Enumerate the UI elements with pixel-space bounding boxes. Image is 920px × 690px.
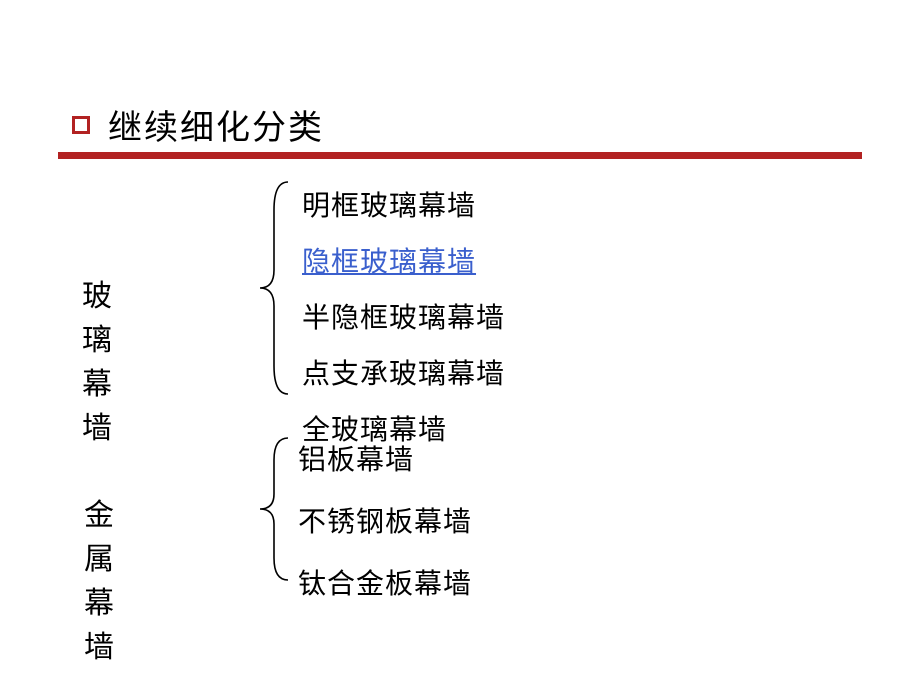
list-item: 明框玻璃幕墙 bbox=[302, 184, 505, 224]
category-label-metal: 金属幕墙 bbox=[84, 490, 115, 666]
title-divider bbox=[58, 152, 862, 159]
list-item-link[interactable]: 隐框玻璃幕墙 bbox=[302, 240, 505, 280]
list-item: 钛合金板幕墙 bbox=[298, 562, 472, 602]
item-list-glass: 明框玻璃幕墙 隐框玻璃幕墙 半隐框玻璃幕墙 点支承玻璃幕墙 全玻璃幕墙 bbox=[302, 184, 505, 448]
slide-title: 继续细化分类 bbox=[108, 100, 324, 149]
title-row: 继续细化分类 bbox=[72, 100, 324, 149]
list-item: 铝板幕墙 bbox=[298, 438, 472, 478]
list-item: 不锈钢板幕墙 bbox=[298, 500, 472, 540]
brace-icon bbox=[256, 436, 292, 582]
category-label-glass: 玻璃幕墙 bbox=[82, 271, 113, 447]
brace-icon bbox=[256, 180, 292, 396]
slide: 继续细化分类 玻璃幕墙 明框玻璃幕墙 隐框玻璃幕墙 半隐框玻璃幕墙 点支承玻璃幕… bbox=[0, 0, 920, 690]
list-item: 点支承玻璃幕墙 bbox=[302, 352, 505, 392]
list-item: 半隐框玻璃幕墙 bbox=[302, 296, 505, 336]
bullet-square-icon bbox=[72, 116, 90, 134]
item-list-metal: 铝板幕墙 不锈钢板幕墙 钛合金板幕墙 bbox=[298, 438, 472, 602]
